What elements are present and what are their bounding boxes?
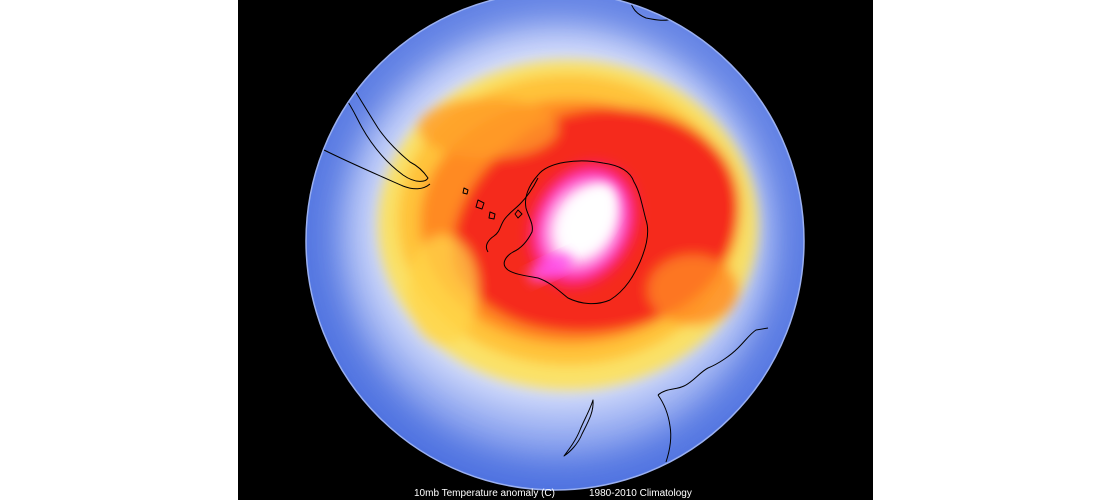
antarctic-peninsula-coastline: [485, 177, 539, 253]
climatology-label: 1980-2010 Climatology: [589, 488, 692, 499]
coastlines: [323, 0, 769, 463]
south-america-coastline: [325, 77, 429, 182]
africa-coastline: [629, 0, 675, 21]
globe-outline: [305, 0, 805, 491]
field-label: 10mb Temperature anomaly (C): [414, 488, 555, 499]
new-zealand-coastline: [563, 399, 594, 457]
map-panel: 10mb Temperature anomaly (C) 1980-2010 C…: [238, 0, 873, 500]
anomaly-field: [306, 0, 804, 490]
antarctica-coastline: [503, 160, 649, 305]
australia-coastline: [657, 327, 769, 396]
map-caption: 10mb Temperature anomaly (C) 1980-2010 C…: [238, 487, 873, 500]
hot-anomaly-core: [524, 158, 642, 292]
polar-map: [305, 0, 805, 491]
